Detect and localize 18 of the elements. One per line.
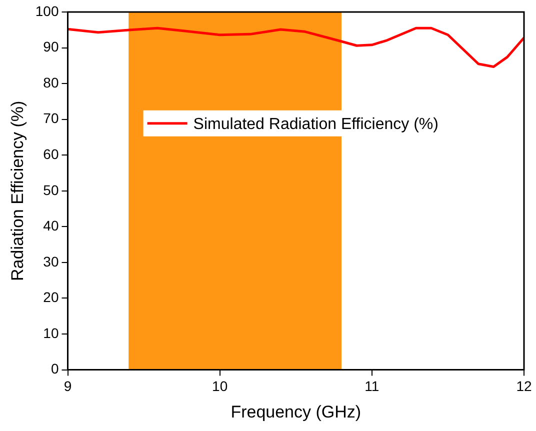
y-tick-label: 40 — [43, 218, 59, 234]
y-axis-title: Radiation Efficiency (%) — [8, 100, 27, 281]
y-tick-label: 50 — [43, 182, 59, 198]
x-tick-label: 10 — [212, 378, 228, 394]
y-tick-label: 90 — [43, 38, 59, 55]
y-tick-label: 100 — [35, 2, 59, 19]
y-tick-label: 10 — [43, 324, 59, 341]
y-tick-label: 70 — [43, 110, 59, 126]
x-tick-label: 11 — [364, 378, 380, 394]
x-tick-label: 12 — [516, 378, 532, 394]
x-axis-title: Frequency (GHz) — [230, 402, 362, 422]
y-tick-label: 20 — [43, 289, 59, 306]
y-tick-label: 80 — [43, 74, 59, 90]
x-tick-label: 9 — [64, 378, 72, 394]
y-tick-label: 60 — [43, 146, 59, 162]
y-tick-label: 0 — [50, 360, 59, 377]
legend-label: Simulated Radiation Efficiency (%) — [193, 116, 438, 133]
y-tick-label: 30 — [43, 253, 59, 270]
